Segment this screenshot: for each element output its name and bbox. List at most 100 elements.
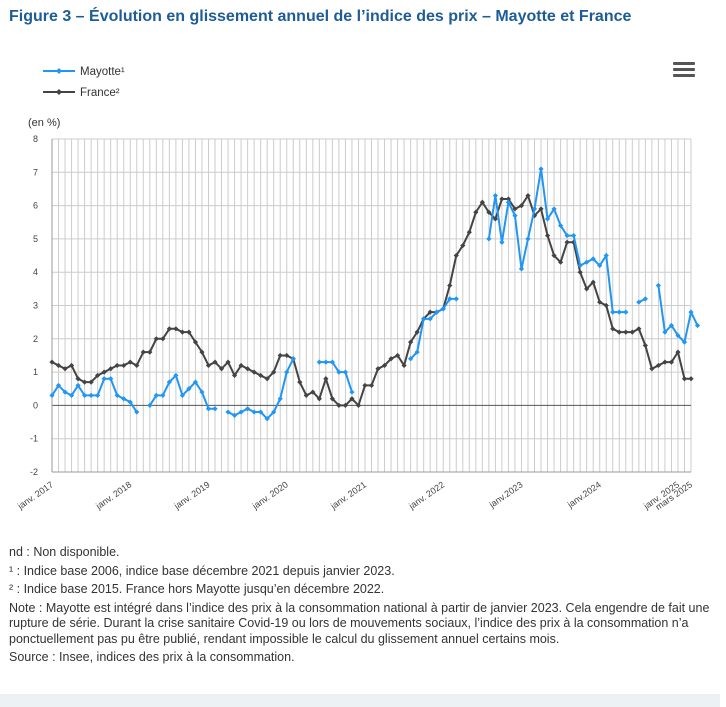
france-data-point [505, 196, 512, 202]
france-data-point [447, 282, 453, 289]
france-data-point [668, 359, 675, 365]
mayotte-data-point [694, 322, 701, 329]
france-data-point [140, 349, 146, 355]
france-data-point [571, 239, 577, 245]
france-data-point [603, 302, 609, 309]
france-data-point [82, 379, 88, 385]
france-data-point [688, 376, 694, 382]
france-data-point [414, 329, 420, 335]
mayotte-data-point [557, 222, 564, 229]
france-data-point [362, 382, 368, 389]
mayotte-data-point [238, 409, 244, 415]
figure-title: Figure 3 – Évolution en glissement annue… [9, 8, 632, 25]
mayotte-series-line [487, 168, 626, 314]
x-tick-label: janv. 2019 [172, 479, 212, 511]
note-1: ¹ : Indice base 2006, indice base décemb… [9, 563, 395, 578]
france-data-point [518, 203, 525, 209]
france-data-point [427, 309, 433, 315]
mayotte-data-point [518, 266, 525, 272]
france-data-point [408, 339, 414, 345]
mayotte-data-point [88, 392, 94, 399]
y-tick-label: 2 [33, 334, 38, 344]
x-tick-label: janv.2023 [487, 479, 525, 510]
france-data-point [629, 329, 635, 335]
france-data-point [499, 196, 505, 202]
france-data-point [101, 369, 107, 375]
mayotte-data-point [121, 396, 127, 402]
mayotte-data-point [134, 409, 140, 415]
mayotte-data-point [342, 369, 349, 375]
y-tick-label: 5 [33, 234, 38, 244]
france-data-point [134, 362, 140, 369]
mayotte-data-point [82, 392, 88, 399]
france-data-point [675, 349, 681, 355]
france-data-point [68, 362, 75, 369]
france-data-point [394, 352, 401, 359]
mayotte-data-point [525, 236, 531, 242]
mayotte-data-point [564, 232, 570, 239]
mayotte-data-point [544, 216, 551, 222]
mayotte-data-point [610, 309, 616, 315]
mayotte-data-point [642, 296, 648, 302]
mayotte-data-point [127, 399, 133, 405]
france-data-point [199, 349, 205, 355]
france-data-point [649, 366, 655, 372]
mayotte-data-point [101, 376, 107, 382]
france-data-point [610, 326, 616, 332]
france-data-point [121, 362, 127, 369]
mayotte-data-point [160, 392, 166, 399]
france-data-point [538, 206, 544, 212]
y-tick-label: 3 [33, 301, 38, 311]
mayotte-data-point [49, 392, 55, 399]
france-data-point [49, 359, 55, 365]
mayotte-data-point [205, 406, 212, 412]
note-nd: nd : Non disponible. [9, 545, 120, 559]
mayotte-data-point [192, 379, 199, 385]
mayotte-data-point [681, 339, 688, 345]
france-data-point [388, 356, 394, 362]
chart-container: -2 -1 0 1 2 3 4 5 6 7 8 (en %) janv. 2017 janv. 2018 j… [0, 34, 726, 544]
mayotte-data-point [179, 392, 186, 399]
mayotte-data-point [264, 416, 270, 422]
france-data-point [277, 352, 283, 359]
france-data-point [212, 359, 218, 365]
mayotte-data-point [453, 296, 459, 302]
y-tick-label: 1 [33, 367, 38, 377]
mayotte-data-point [251, 409, 257, 415]
mayotte-data-point [173, 372, 179, 379]
y-tick-label: 6 [33, 201, 38, 211]
france-data-point [192, 339, 199, 345]
x-tick-label: janv. 2021 [328, 479, 368, 511]
france-data-point [55, 362, 62, 369]
mayotte-data-point [512, 212, 518, 219]
hamburger-menu-icon[interactable] [673, 62, 695, 80]
y-tick-label: -2 [30, 467, 38, 477]
mayotte-data-point [258, 409, 264, 415]
mayotte-data-point [505, 199, 512, 205]
france-data-point [460, 242, 466, 249]
france-data-point [147, 349, 153, 355]
france-data-point [108, 366, 114, 372]
france-data-point [88, 379, 94, 385]
note-2: ² : Indice base 2015. France hors Mayott… [9, 582, 385, 596]
y-tick-label: 7 [33, 167, 38, 177]
mayotte-data-point [166, 379, 172, 385]
x-tick-label: janv.2024 [565, 479, 603, 510]
mayotte-data-point [108, 376, 114, 382]
france-data-point [597, 299, 603, 305]
mayotte-data-point [147, 402, 153, 408]
mayotte-data-point [277, 396, 283, 402]
france-data-point [616, 329, 622, 335]
mayotte-data-point [636, 299, 642, 305]
france-data-point [316, 396, 322, 402]
mayotte-series-line [409, 297, 457, 360]
mayotte-data-point [499, 239, 505, 245]
mayotte-data-point [75, 382, 81, 389]
france-data-point [310, 389, 316, 395]
france-data-point [681, 376, 688, 382]
france-data-point [186, 329, 192, 335]
mayotte-data-point [668, 322, 675, 329]
note-main: Note : Mayotte est intégré dans l’indice… [9, 600, 710, 646]
mayotte-data-point [675, 332, 681, 339]
mayotte-data-point [662, 329, 668, 335]
